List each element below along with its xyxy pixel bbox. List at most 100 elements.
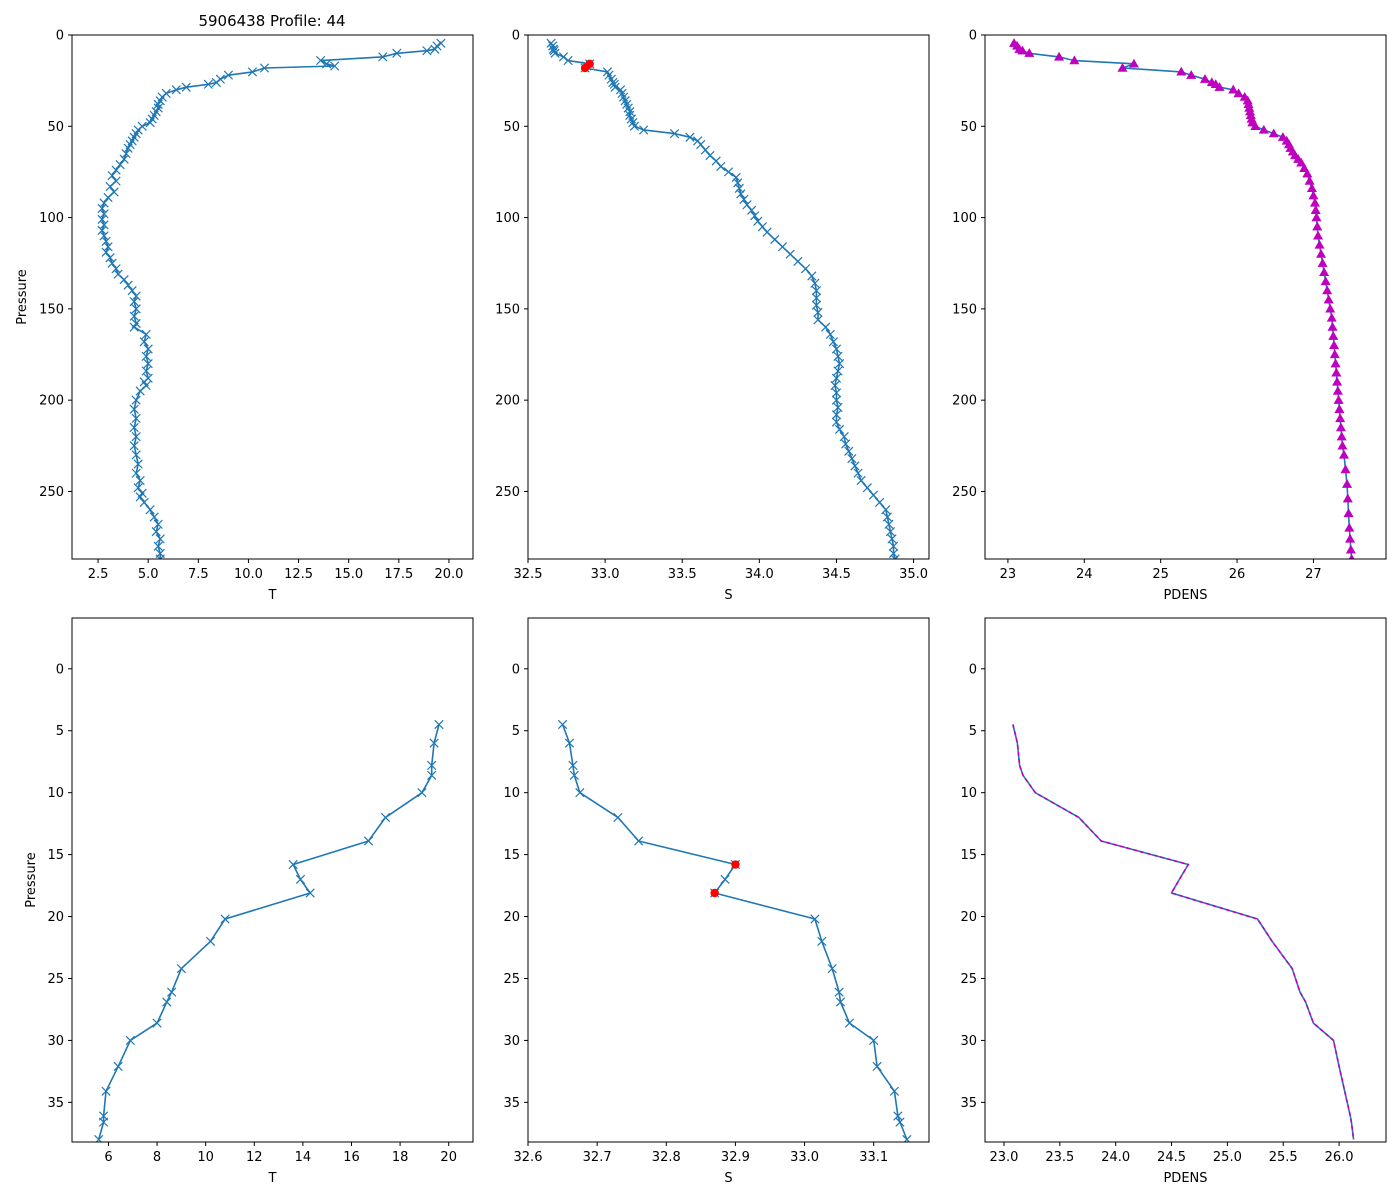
data-point <box>833 366 843 376</box>
data-point <box>575 788 585 798</box>
data-point <box>1186 70 1197 79</box>
y-tick-label: 200 <box>495 394 520 409</box>
data-point <box>99 220 109 230</box>
data-point <box>131 291 141 301</box>
data-point <box>135 492 145 502</box>
data-point <box>171 85 181 95</box>
data-point <box>99 209 109 219</box>
x-tick-label: 23.5 <box>1045 1150 1074 1165</box>
data-point <box>107 258 117 268</box>
x-tick-label: 26 <box>1229 567 1246 582</box>
data-point <box>1331 367 1342 377</box>
data-point <box>831 344 842 354</box>
x-tick-label: 33.0 <box>790 1150 819 1165</box>
y-tick-label: 25 <box>47 972 64 987</box>
plot-area <box>546 38 900 559</box>
data-point <box>1325 303 1336 313</box>
data-point <box>827 963 837 974</box>
data-point <box>1214 82 1225 91</box>
data-point <box>696 139 706 150</box>
data-point <box>211 77 221 88</box>
data-point <box>844 446 854 456</box>
data-point <box>430 44 440 54</box>
data-point <box>1306 183 1317 193</box>
figure-title: 5906438 Profile: 44 <box>198 12 345 30</box>
data-point <box>129 422 139 433</box>
data-point <box>129 441 139 451</box>
data-point <box>811 293 822 303</box>
data-point <box>1345 533 1356 543</box>
series-overlay-PDENS <box>1012 724 1355 1140</box>
data-point <box>807 271 817 281</box>
data-point <box>1320 276 1331 286</box>
data-point <box>115 160 125 170</box>
data-point <box>569 770 579 780</box>
data-point <box>885 526 896 537</box>
data-point <box>1329 340 1340 350</box>
data-point <box>127 285 137 296</box>
y-tick-label: 0 <box>969 29 977 44</box>
y-tick-label: 50 <box>960 120 977 135</box>
y-tick-label: 25 <box>503 972 520 987</box>
data-point <box>890 554 900 559</box>
data-point <box>750 211 760 221</box>
data-point <box>1344 522 1355 532</box>
data-point <box>1327 322 1338 331</box>
data-point <box>113 1061 123 1072</box>
data-point <box>839 432 849 442</box>
y-tick-label: 200 <box>39 394 64 409</box>
data-point <box>129 311 139 321</box>
data-point <box>131 395 141 405</box>
data-point <box>131 304 141 314</box>
data-point <box>305 888 315 898</box>
data-point <box>1311 212 1322 222</box>
data-point <box>220 914 230 924</box>
data-point <box>129 404 139 414</box>
data-point <box>813 315 823 325</box>
data-point <box>111 165 121 175</box>
x-tick-label: 8 <box>153 1150 161 1165</box>
panel-top-middle: 32.5 33.0 33.5 34.0 34.5 35.0 0 50 100 150 200 250 S <box>495 29 930 603</box>
data-point <box>1228 84 1239 94</box>
data-point <box>1334 404 1345 413</box>
data-point <box>1054 51 1065 61</box>
series-line-T <box>97 724 440 1140</box>
data-point <box>902 1134 912 1142</box>
data-point <box>1128 58 1139 68</box>
data-point <box>888 548 899 559</box>
data-point <box>862 483 872 493</box>
x-tick-label: 26.0 <box>1325 1150 1354 1165</box>
data-point <box>1299 163 1310 172</box>
panel-top-right: 23 24 25 26 27 0 50 100 150 200 250 PDENS <box>952 29 1387 603</box>
data-point <box>1296 157 1307 167</box>
plot-area <box>97 38 446 559</box>
data-point <box>716 161 726 172</box>
data-point <box>1314 239 1325 249</box>
data-point <box>825 329 835 340</box>
panel-top-left: 2.5 5.0 7.5 10.0 12.5 15.0 17.5 20.0 0 50 100 150 20… <box>15 29 474 603</box>
y-tick-label: 35 <box>960 1096 977 1111</box>
data-point <box>888 541 899 551</box>
data-point <box>131 468 141 478</box>
x-tick-label: 33.5 <box>668 567 697 582</box>
data-point <box>1337 440 1348 450</box>
data-point <box>757 222 768 232</box>
y-tick-label: 5 <box>56 724 64 739</box>
data-point <box>139 497 149 508</box>
data-point <box>813 307 823 318</box>
data-point <box>123 280 133 290</box>
data-point <box>869 1035 879 1046</box>
data-point <box>831 395 842 405</box>
data-point <box>429 738 439 748</box>
data-point <box>853 468 863 478</box>
y-tick-label: 250 <box>39 485 64 500</box>
y-tick-label: 20 <box>960 910 977 925</box>
data-point <box>834 359 845 369</box>
axes-frame <box>984 34 1387 560</box>
data-point <box>847 453 857 464</box>
data-point <box>205 936 216 946</box>
data-point <box>800 264 811 274</box>
x-tick-label: 2.5 <box>88 567 109 582</box>
series-line-PDENS <box>1012 724 1355 1140</box>
x-tick-label: 34.5 <box>822 567 851 582</box>
